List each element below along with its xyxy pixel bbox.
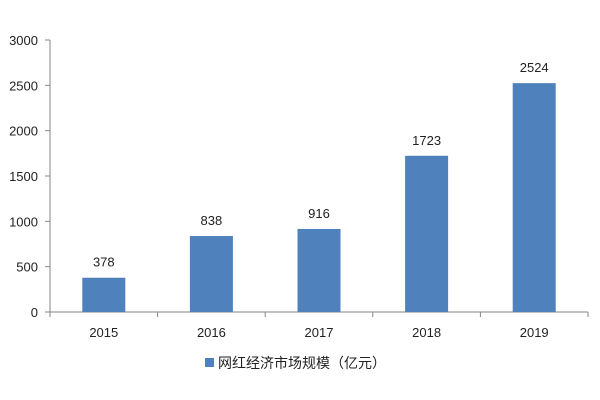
legend-swatch: [205, 358, 214, 367]
x-tick-label-2017: 2017: [305, 325, 334, 340]
y-tick-label: 1500: [9, 169, 38, 184]
x-axis-ticks: 2015 2016 2017 2018 2019: [49, 312, 589, 340]
bar-2019: [512, 83, 556, 312]
y-tick-label: 0: [31, 305, 38, 320]
data-label-2018: 1723: [412, 133, 441, 148]
bar-2017: [297, 228, 341, 312]
legend-label: 网红经济市场规模（亿元）: [218, 355, 386, 371]
y-tick-label: 500: [16, 260, 38, 275]
x-tick-label-2015: 2015: [89, 325, 118, 340]
x-tick-label-2019: 2019: [520, 325, 549, 340]
y-axis-ticks: 0 500 1000 1500 2000 2500 3000: [9, 33, 50, 320]
y-tick-label: 3000: [9, 33, 38, 48]
x-tick-label-2016: 2016: [197, 325, 226, 340]
y-tick-label: 2000: [9, 124, 38, 139]
y-tick-label: 1000: [9, 214, 38, 229]
bar-2015: [82, 277, 126, 312]
bars: 378 838 916 1723 2524: [82, 60, 556, 312]
legend: 网红经济市场规模（亿元）: [205, 355, 386, 371]
y-tick-label: 2500: [9, 78, 38, 93]
x-tick-label-2018: 2018: [412, 325, 441, 340]
data-label-2019: 2524: [520, 60, 549, 75]
data-label-2016: 838: [201, 213, 223, 228]
bar-2016: [189, 236, 233, 312]
bar-2018: [405, 155, 449, 312]
data-label-2017: 916: [308, 206, 330, 221]
data-label-2015: 378: [93, 255, 115, 270]
